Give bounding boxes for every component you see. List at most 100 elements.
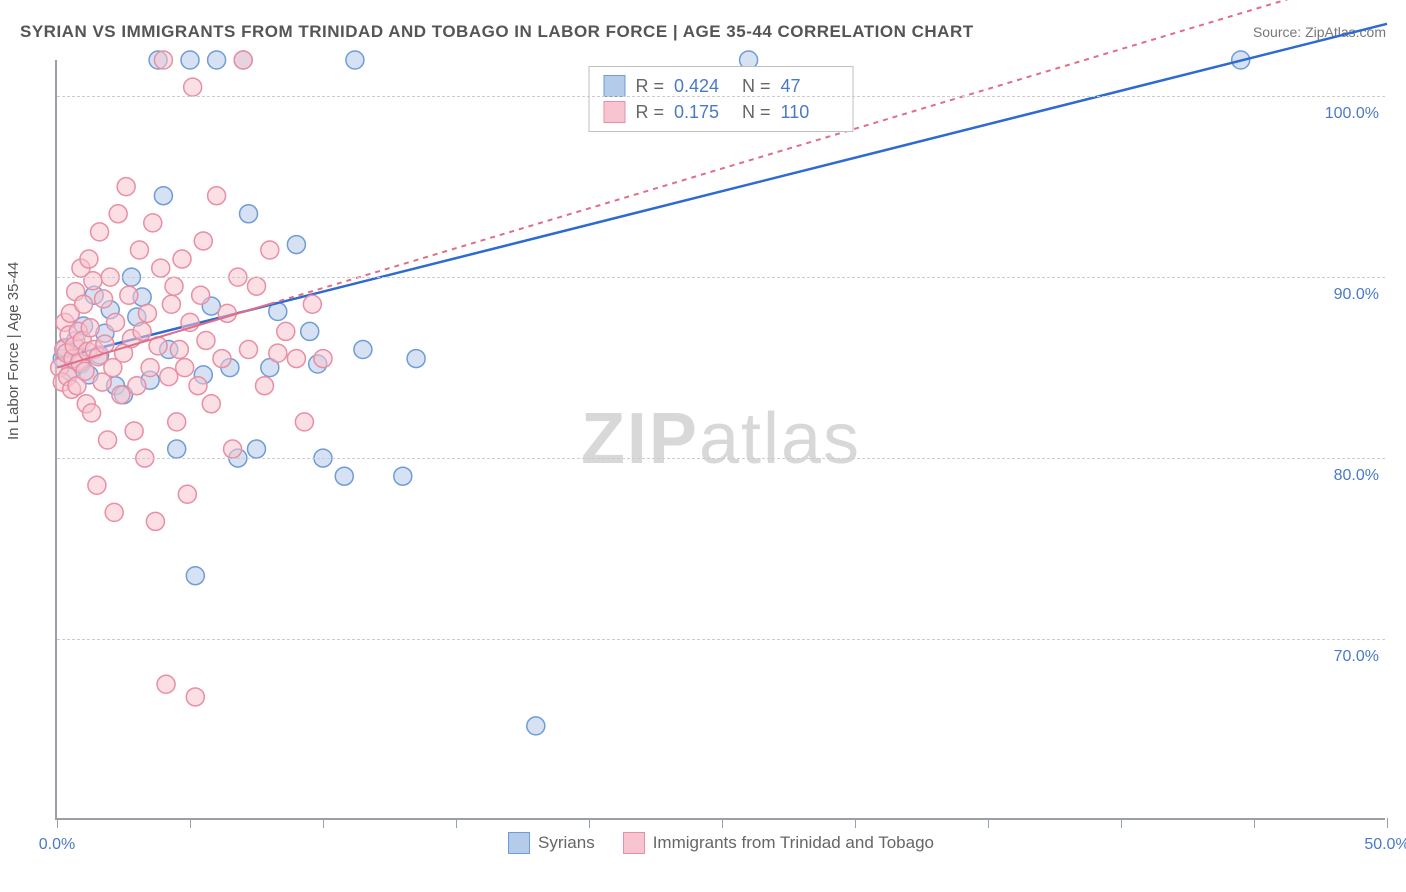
scatter-point: [192, 286, 210, 304]
scatter-point: [76, 362, 94, 380]
x-tick: [1121, 818, 1122, 828]
scatter-point: [83, 404, 101, 422]
scatter-point: [248, 440, 266, 458]
legend-swatch: [508, 832, 530, 854]
legend-label: Immigrants from Trinidad and Tobago: [653, 833, 934, 853]
y-tick-label: 100.0%: [1325, 105, 1379, 123]
scatter-point: [107, 313, 125, 331]
chart-title: SYRIAN VS IMMIGRANTS FROM TRINIDAD AND T…: [20, 22, 974, 42]
x-tick-label: 50.0%: [1364, 836, 1406, 854]
scatter-point: [240, 341, 258, 359]
y-tick-label: 90.0%: [1334, 286, 1379, 304]
x-tick: [589, 818, 590, 828]
x-tick: [323, 818, 324, 828]
x-tick-label: 0.0%: [39, 836, 75, 854]
scatter-point: [154, 187, 172, 205]
scatter-point: [109, 205, 127, 223]
scatter-point: [84, 272, 102, 290]
legend-r-value: 0.175: [674, 102, 732, 123]
scatter-point: [173, 250, 191, 268]
scatter-point: [91, 223, 109, 241]
scatter-point: [234, 51, 252, 69]
scatter-point: [301, 322, 319, 340]
scatter-point: [261, 241, 279, 259]
scatter-point: [99, 431, 117, 449]
scatter-point: [176, 359, 194, 377]
x-tick: [190, 818, 191, 828]
x-tick: [1387, 818, 1388, 828]
legend-swatch: [603, 75, 625, 97]
scatter-point: [141, 359, 159, 377]
scatter-point: [178, 485, 196, 503]
scatter-point: [354, 341, 372, 359]
scatter-point: [295, 413, 313, 431]
scatter-point: [80, 250, 98, 268]
scatter-point: [224, 440, 242, 458]
scatter-point: [133, 322, 151, 340]
legend-row: R =0.175N =110: [603, 99, 838, 125]
scatter-point: [184, 78, 202, 96]
legend-n-value: 47: [781, 76, 839, 97]
scatter-point: [394, 467, 412, 485]
scatter-point: [162, 295, 180, 313]
legend-item: Immigrants from Trinidad and Tobago: [623, 832, 934, 854]
scatter-point: [95, 290, 113, 308]
legend-r-label: R =: [635, 76, 664, 97]
y-tick-label: 70.0%: [1334, 648, 1379, 666]
scatter-point: [202, 395, 220, 413]
legend-swatch: [623, 832, 645, 854]
x-tick: [722, 818, 723, 828]
scatter-point: [128, 377, 146, 395]
scatter-point: [527, 717, 545, 735]
scatter-point: [165, 277, 183, 295]
gridline-h: [57, 458, 1385, 459]
scatter-point: [208, 187, 226, 205]
scatter-point: [255, 377, 273, 395]
scatter-point: [138, 304, 156, 322]
x-tick: [456, 818, 457, 828]
scatter-point: [168, 413, 186, 431]
scatter-point: [277, 322, 295, 340]
scatter-point: [186, 567, 204, 585]
scatter-point: [303, 295, 321, 313]
legend-row: R =0.424N =47: [603, 73, 838, 99]
y-axis-label: In Labor Force | Age 35-44: [5, 262, 22, 440]
scatter-point: [144, 214, 162, 232]
legend-r-value: 0.424: [674, 76, 732, 97]
x-tick: [855, 818, 856, 828]
legend-item: Syrians: [508, 832, 595, 854]
gridline-h: [57, 277, 1385, 278]
legend-swatch: [603, 101, 625, 123]
x-tick: [57, 818, 58, 828]
gridline-h: [57, 639, 1385, 640]
scatter-point: [407, 350, 425, 368]
scatter-point: [248, 277, 266, 295]
scatter-point: [197, 331, 215, 349]
scatter-point: [130, 241, 148, 259]
scatter-point: [181, 51, 199, 69]
chart-svg: [57, 60, 1385, 818]
scatter-point: [105, 503, 123, 521]
scatter-point: [117, 178, 135, 196]
series-legend: Syrians Immigrants from Trinidad and Toba…: [508, 832, 934, 854]
scatter-point: [194, 232, 212, 250]
source-credit: Source: ZipAtlas.com: [1253, 24, 1386, 40]
regression-line: [270, 0, 1387, 304]
scatter-point: [218, 304, 236, 322]
scatter-point: [75, 295, 93, 313]
scatter-point: [335, 467, 353, 485]
legend-label: Syrians: [538, 833, 595, 853]
scatter-point: [287, 236, 305, 254]
scatter-point: [81, 319, 99, 337]
scatter-point: [208, 51, 226, 69]
scatter-point: [88, 476, 106, 494]
x-tick: [1254, 818, 1255, 828]
correlation-legend: R =0.424N =47R =0.175N =110: [588, 66, 853, 132]
scatter-point: [170, 341, 188, 359]
legend-n-label: N =: [742, 102, 771, 123]
scatter-point: [287, 350, 305, 368]
gridline-h: [57, 96, 1385, 97]
scatter-point: [240, 205, 258, 223]
scatter-point: [154, 51, 172, 69]
legend-r-label: R =: [635, 102, 664, 123]
